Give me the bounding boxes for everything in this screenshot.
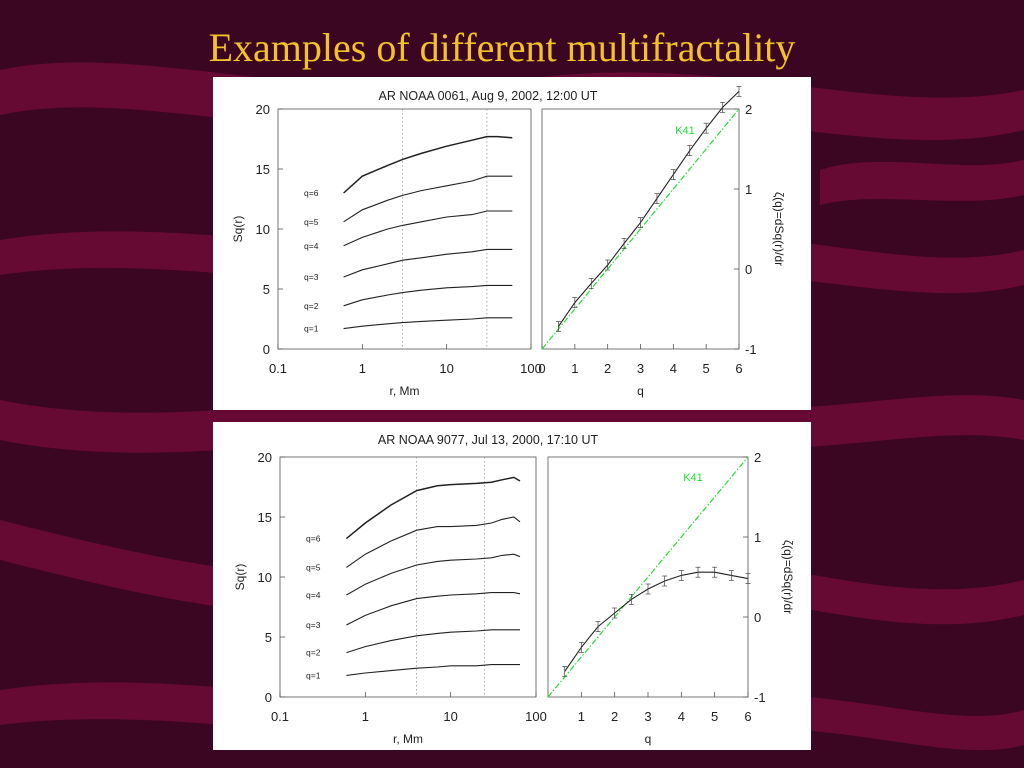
- y-tick-label: 0: [745, 262, 752, 277]
- chart-figure-ar-9077: AR NOAA 9077, Jul 13, 2000, 17:10 UT0510…: [233, 433, 795, 746]
- y-tick-label: 15: [258, 510, 272, 525]
- x-tick-label: 10: [443, 709, 457, 724]
- series-label: q=4: [304, 241, 319, 251]
- y-tick-label: 10: [256, 222, 270, 237]
- y-tick-label: 0: [754, 610, 761, 625]
- x-tick-label: 1: [578, 709, 585, 724]
- y-tick-label: 0: [263, 342, 270, 357]
- series-label: q=2: [304, 301, 319, 311]
- structure-function-curve: [343, 248, 513, 278]
- x-tick-label: 5: [711, 709, 718, 724]
- series-label: q=6: [306, 534, 321, 544]
- y-tick-label: 20: [258, 450, 272, 465]
- series-label: q=5: [306, 562, 321, 572]
- chart-figure-ar-0061: AR NOAA 0061, Aug 9, 2002, 12:00 UT05101…: [231, 86, 786, 398]
- x-tick-label: 2: [611, 709, 618, 724]
- series-label: q=1: [306, 670, 321, 680]
- k41-label: K41: [675, 125, 695, 137]
- y-axis-label: ζ(q)=dSq(r)/dr: [781, 540, 795, 614]
- x-tick-label: 0.1: [271, 709, 289, 724]
- plot-frame-structure-functions: [277, 108, 532, 350]
- series-label: q=6: [304, 188, 319, 198]
- x-axis-label: r, Mm: [393, 732, 423, 746]
- x-tick-label: 5: [703, 361, 710, 376]
- x-tick-label: 1: [362, 709, 369, 724]
- structure-function-curve: [346, 592, 521, 626]
- y-tick-label: 15: [256, 162, 270, 177]
- structure-function-curve: [346, 664, 520, 676]
- series-label: q=2: [306, 648, 321, 658]
- series-label: q=1: [304, 324, 319, 334]
- y-tick-label: 10: [258, 570, 272, 585]
- chart-title: AR NOAA 9077, Jul 13, 2000, 17:10 UT: [378, 433, 599, 447]
- chart-panel-ar-9077: AR NOAA 9077, Jul 13, 2000, 17:10 UT 0 5 10…: [213, 422, 811, 750]
- x-tick-label: 2: [604, 361, 611, 376]
- x-tick-label: 6: [744, 709, 751, 724]
- y-tick-label: 2: [754, 450, 761, 465]
- x-tick-label: 4: [670, 361, 677, 376]
- structure-function-curve: [343, 175, 513, 223]
- plot-frame-structure-functions: [279, 456, 537, 698]
- structure-function-curve: [343, 135, 513, 194]
- k41-reference-line: [547, 456, 749, 698]
- y-tick-label: 0: [265, 690, 272, 705]
- y-axis-label: Sq(r): [231, 216, 245, 243]
- y-tick-label: 1: [754, 530, 761, 545]
- structure-function-curve: [345, 476, 521, 540]
- x-tick-label: 1: [571, 361, 578, 376]
- y-tick-label: 5: [263, 282, 270, 297]
- chart-panel-ar-0061: AR NOAA 0061, Aug 9, 2002, 12:00 UT 0 5 10 1…: [213, 77, 811, 410]
- k41-reference-line: [541, 108, 740, 350]
- x-tick-label: 10: [439, 361, 453, 376]
- structure-function-curve: [343, 210, 513, 247]
- y-tick-label: -1: [754, 690, 766, 705]
- x-tick-label: 0.1: [269, 361, 287, 376]
- structure-function-curve: [346, 516, 521, 568]
- x-tick-label: 0: [538, 361, 545, 376]
- slide-title: Examples of different multifractality: [208, 25, 796, 70]
- series-label: q=4: [306, 590, 321, 600]
- x-tick-label: 6: [735, 361, 742, 376]
- y-tick-label: 5: [265, 630, 272, 645]
- series-label: q=5: [304, 217, 319, 227]
- zeta-curve: [564, 571, 749, 672]
- y-tick-label: 1: [745, 182, 752, 197]
- k41-label: K41: [683, 472, 703, 484]
- y-axis-label: ζ(q)=dSq(r)/dr: [772, 192, 786, 266]
- y-axis-label: Sq(r): [233, 564, 247, 591]
- x-axis-label: r, Mm: [390, 384, 420, 398]
- y-tick-label: 2: [745, 102, 752, 117]
- series-label: q=3: [304, 272, 319, 282]
- zeta-curve: [557, 91, 740, 327]
- x-tick-label: 4: [678, 709, 685, 724]
- x-axis-label: q: [645, 732, 652, 746]
- x-tick-label: 1: [359, 361, 366, 376]
- structure-function-curve: [346, 629, 520, 654]
- x-tick-label: 100: [520, 361, 542, 376]
- chart-title: AR NOAA 0061, Aug 9, 2002, 12:00 UT: [379, 89, 598, 103]
- structure-function-curve: [346, 553, 521, 596]
- x-tick-label: 100: [525, 709, 547, 724]
- structure-function-curve: [343, 284, 513, 307]
- x-axis-label: q: [637, 384, 644, 398]
- x-tick-label: 3: [637, 361, 644, 376]
- background-wave-band: [820, 160, 1024, 205]
- x-tick-label: 3: [644, 709, 651, 724]
- structure-function-curve: [343, 317, 513, 330]
- y-tick-label: -1: [745, 342, 757, 357]
- y-tick-label: 20: [256, 102, 270, 117]
- series-label: q=3: [306, 620, 321, 630]
